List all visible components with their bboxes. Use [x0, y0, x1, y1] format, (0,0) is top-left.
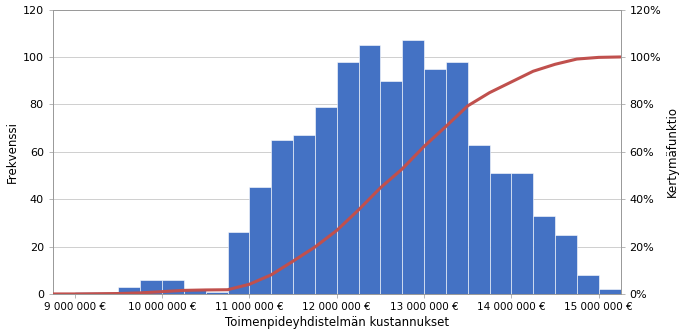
- Bar: [424, 69, 446, 294]
- Bar: [293, 135, 315, 294]
- Bar: [118, 287, 140, 294]
- Bar: [228, 232, 250, 294]
- Bar: [598, 289, 620, 294]
- Bar: [533, 216, 555, 294]
- Bar: [337, 62, 358, 294]
- Bar: [206, 291, 228, 294]
- Bar: [446, 62, 468, 294]
- Bar: [96, 291, 118, 294]
- Bar: [555, 235, 577, 294]
- Bar: [250, 187, 271, 294]
- Y-axis label: Frekvenssi: Frekvenssi: [5, 121, 18, 183]
- Bar: [468, 145, 490, 294]
- Bar: [577, 275, 598, 294]
- Bar: [75, 291, 96, 294]
- X-axis label: Toimenpideyhdistelmän kustannukset: Toimenpideyhdistelmän kustannukset: [224, 317, 449, 329]
- Bar: [271, 140, 293, 294]
- Bar: [140, 280, 162, 294]
- Bar: [184, 289, 206, 294]
- Bar: [512, 173, 533, 294]
- Bar: [402, 40, 424, 294]
- Y-axis label: Kertymäfunktio: Kertymäfunktio: [666, 106, 679, 197]
- Bar: [380, 81, 402, 294]
- Bar: [315, 107, 337, 294]
- Bar: [162, 280, 184, 294]
- Bar: [490, 173, 512, 294]
- Bar: [358, 45, 380, 294]
